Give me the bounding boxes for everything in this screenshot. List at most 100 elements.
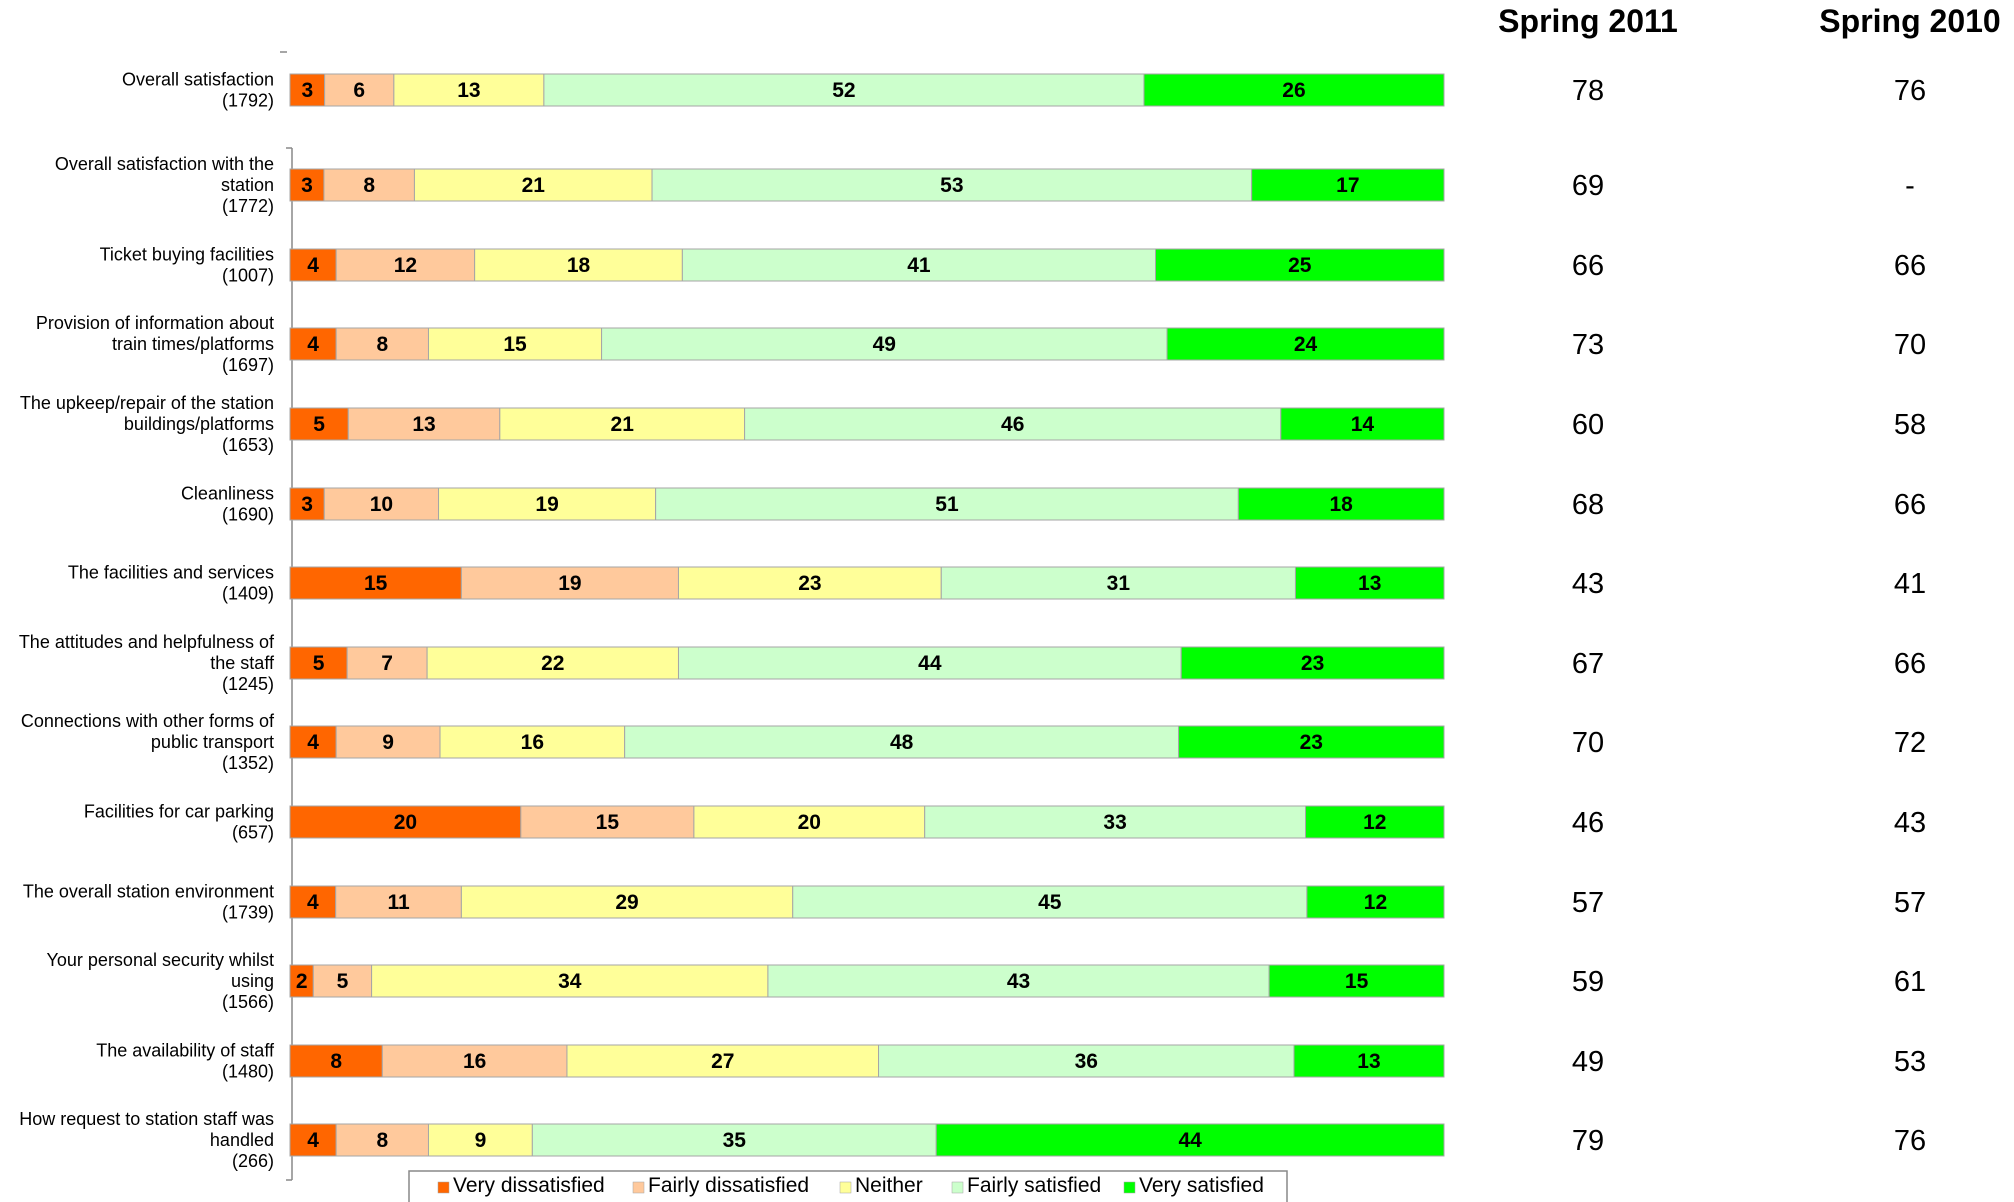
bar-value-label: 53 bbox=[940, 174, 963, 197]
category-label-line: (1697) bbox=[222, 355, 274, 375]
category-label: Overall satisfaction (1792) bbox=[122, 70, 274, 111]
bar-value-label: 33 bbox=[1103, 811, 1126, 834]
bar-segment-fairly-dissatisfied bbox=[346, 646, 428, 680]
bar-value-label: 46 bbox=[1001, 413, 1024, 436]
bar-segment-neither bbox=[566, 1044, 880, 1078]
bar-segment-fairly-dissatisfied bbox=[520, 805, 695, 839]
bar-segment-fairly-dissatisfied bbox=[335, 1123, 429, 1157]
bar-value-label: 9 bbox=[382, 731, 394, 754]
legend-label: Very dissatisfied bbox=[453, 1174, 605, 1197]
bar-segment-fairly-satisfied bbox=[531, 1123, 937, 1157]
legend-swatch bbox=[839, 1181, 852, 1194]
category-label-line: Connections with other forms of bbox=[21, 711, 275, 731]
category-label-line: The attitudes and helpfulness of bbox=[19, 632, 275, 652]
category-label: Provision of information about train time… bbox=[36, 313, 274, 375]
bar-value-label: 5 bbox=[313, 413, 325, 436]
bar-value-label: 45 bbox=[1038, 891, 1062, 914]
bar-segment-fairly-satisfied bbox=[624, 725, 1180, 759]
score-value: 69 bbox=[1572, 170, 1604, 202]
score-value: 79 bbox=[1572, 1125, 1604, 1157]
score-value: 76 bbox=[1894, 1125, 1926, 1157]
score-value: 57 bbox=[1572, 887, 1604, 919]
bar-value-label: 16 bbox=[521, 731, 544, 754]
category-label-line: The facilities and services bbox=[68, 563, 274, 583]
bar-segment-fairly-satisfied bbox=[681, 248, 1156, 282]
score-value: 67 bbox=[1572, 648, 1604, 680]
category-label-line: the staff bbox=[210, 653, 275, 673]
bar-value-label: 23 bbox=[1301, 652, 1324, 675]
bar-segment-fairly-dissatisfied bbox=[460, 566, 679, 600]
bar-value-label: 36 bbox=[1075, 1050, 1098, 1073]
bar-value-label: 31 bbox=[1107, 572, 1131, 595]
category-label-line: The overall station environment bbox=[23, 882, 274, 902]
category-label: Facilities for car parking (657) bbox=[84, 802, 274, 843]
score-value: 68 bbox=[1572, 489, 1604, 521]
bar-value-label: 9 bbox=[475, 1129, 487, 1152]
score-value: 58 bbox=[1894, 409, 1926, 441]
score-value: 60 bbox=[1572, 409, 1604, 441]
score-value: 49 bbox=[1572, 1046, 1604, 1078]
bar-value-label: 52 bbox=[832, 79, 855, 102]
bar-value-label: 3 bbox=[301, 174, 313, 197]
bar-value-label: 4 bbox=[307, 731, 319, 754]
score-table: Spring 2011 78 69 66 73 60 68 43 67 70 46 57 59 49 79 S… bbox=[1498, 3, 2001, 1157]
bar-segment-very-satisfied bbox=[1306, 885, 1445, 919]
bar-value-label: 15 bbox=[1345, 970, 1369, 993]
score-value: 66 bbox=[1894, 489, 1926, 521]
category-label-line: Overall satisfaction bbox=[122, 70, 274, 90]
legend-swatch bbox=[1123, 1181, 1136, 1194]
bar-segment-fairly-satisfied bbox=[924, 805, 1307, 839]
bar-segment-very-dissatisfied bbox=[289, 248, 337, 282]
bar-segment-neither bbox=[393, 73, 545, 107]
bar-value-label: 21 bbox=[611, 413, 635, 436]
score-value: 66 bbox=[1894, 250, 1926, 282]
score-value: 66 bbox=[1572, 250, 1604, 282]
bar-segment-very-dissatisfied bbox=[289, 566, 462, 600]
bar-value-label: 4 bbox=[307, 891, 319, 914]
bar-segment-very-satisfied bbox=[1180, 646, 1445, 680]
bar-value-label: 3 bbox=[301, 79, 313, 102]
bar-value-label: 7 bbox=[381, 652, 393, 675]
column-header: Spring 2010 bbox=[1819, 3, 2000, 39]
bar-segment-very-dissatisfied bbox=[289, 487, 325, 521]
legend-label: Neither bbox=[855, 1174, 923, 1197]
bar-segment-very-satisfied bbox=[1280, 407, 1445, 441]
bar-value-label: 10 bbox=[370, 493, 393, 516]
bar-segment-very-dissatisfied bbox=[289, 73, 326, 107]
bar-segment-fairly-satisfied bbox=[651, 168, 1253, 202]
category-label-line: Facilities for car parking bbox=[84, 802, 274, 822]
bar-segment-fairly-dissatisfied bbox=[335, 725, 441, 759]
bar-segment-very-satisfied bbox=[1293, 1044, 1445, 1078]
bar-value-label: 8 bbox=[376, 1129, 388, 1152]
bar-value-label: 21 bbox=[522, 174, 546, 197]
category-label: The facilities and services (1409) bbox=[68, 563, 274, 604]
bar-value-label: 12 bbox=[394, 254, 417, 277]
bar-segment-neither bbox=[439, 725, 626, 759]
bar-segment-very-satisfied bbox=[1143, 73, 1445, 107]
bar-value-label: 51 bbox=[935, 493, 959, 516]
category-label-line: (1566) bbox=[222, 992, 274, 1012]
bar-value-label: 8 bbox=[376, 333, 388, 356]
bar-value-label: 4 bbox=[307, 333, 319, 356]
bar-segment-very-dissatisfied bbox=[289, 646, 348, 680]
category-label-line: (266) bbox=[232, 1151, 274, 1171]
category-labels: Overall satisfaction (1792)Overall satisf… bbox=[19, 70, 275, 1172]
bar-segment-very-dissatisfied bbox=[289, 885, 337, 919]
score-value: 66 bbox=[1894, 648, 1926, 680]
score-value: 70 bbox=[1894, 329, 1926, 361]
bar-value-label: 4 bbox=[307, 254, 319, 277]
category-label-line: (1653) bbox=[222, 435, 274, 455]
bar-segment-fairly-dissatisfied bbox=[324, 73, 395, 107]
category-label-line: handled bbox=[210, 1130, 274, 1150]
bar-value-label: 14 bbox=[1351, 413, 1375, 436]
bar-value-label: 23 bbox=[798, 572, 821, 595]
bar-value-label: 44 bbox=[918, 652, 942, 675]
bar-value-label: 12 bbox=[1363, 811, 1386, 834]
legend-label: Fairly dissatisfied bbox=[648, 1174, 809, 1197]
category-label: The attitudes and helpfulness of the staf… bbox=[19, 632, 275, 694]
category-label-line: Ticket buying facilities bbox=[100, 245, 274, 265]
score-value: 78 bbox=[1572, 75, 1604, 107]
bar-segment-fairly-dissatisfied bbox=[381, 1044, 568, 1078]
bar-value-label: 8 bbox=[330, 1050, 342, 1073]
bar-segment-neither bbox=[693, 805, 926, 839]
